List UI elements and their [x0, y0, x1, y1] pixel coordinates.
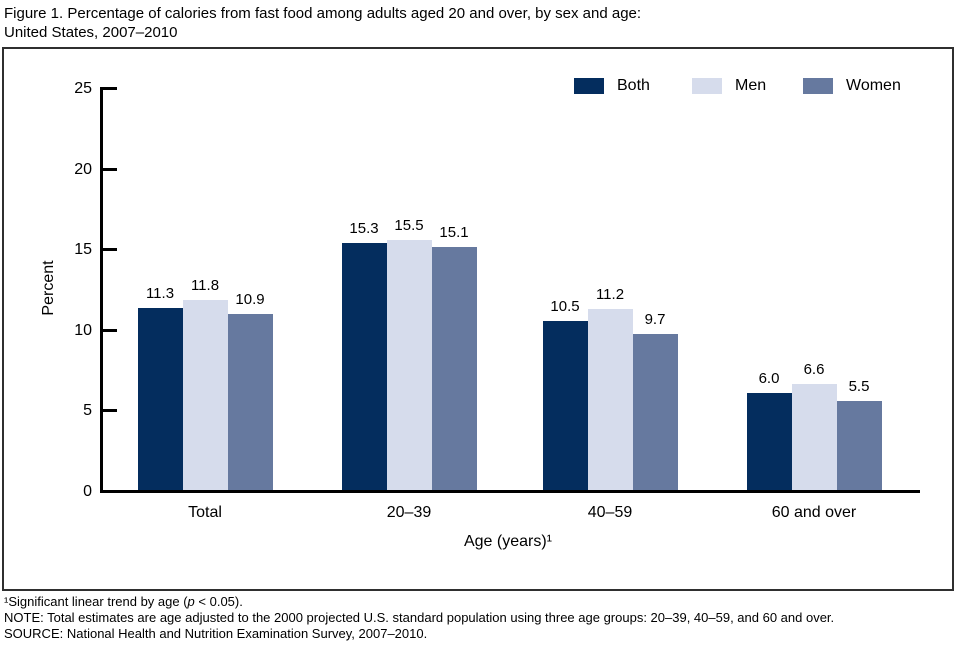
bar-value-label: 6.6 [803, 360, 825, 378]
bar-value-label: 10.5 [550, 297, 580, 315]
chart-area: Both Men Women Percent 0 5 10 15 20 25 11.3 11.… [2, 47, 954, 591]
legend-label-men: Men [735, 77, 767, 94]
bar-men-40-59 [587, 309, 633, 490]
bar-both-40-59 [542, 320, 588, 490]
category-label: 40–59 [587, 504, 633, 521]
y-axis-tick-label: 10 [74, 321, 92, 339]
category-label: 60 and over [771, 504, 857, 521]
bar-women-40-59 [632, 333, 678, 490]
figure-title-line1: Figure 1. Percentage of calories from fa… [4, 5, 642, 22]
x-axis-line [100, 490, 920, 493]
y-axis-tick-label: 5 [83, 402, 92, 420]
legend-swatch-women-icon [803, 78, 833, 94]
footnote-significance: ¹Significant linear trend by age (p < 0.… [4, 594, 243, 609]
legend-swatch-men-icon [692, 78, 722, 94]
footnotes: ¹Significant linear trend by age (p < 0.… [4, 594, 954, 642]
bar-men-total [182, 299, 228, 490]
footnote-note: NOTE: Total estimates are age adjusted t… [4, 610, 835, 625]
figure-title: Figure 1. Percentage of calories from fa… [4, 4, 954, 42]
legend-label-women: Women [846, 77, 901, 94]
bar-value-label: 9.7 [644, 310, 666, 328]
x-axis-title: Age (years)¹ [463, 533, 553, 550]
legend-label-both: Both [617, 77, 650, 94]
y-axis-tick-label: 20 [74, 160, 92, 178]
bar-men-20-39 [386, 240, 432, 490]
bar-value-label: 15.5 [394, 217, 424, 235]
bar-value-label: 10.9 [235, 291, 265, 309]
bar-both-20-39 [341, 243, 387, 490]
bar-women-60-and-over [836, 401, 882, 490]
bar-value-label: 15.3 [349, 220, 379, 238]
legend-item-women: Women [803, 77, 901, 95]
bar-men-60-and-over [791, 383, 837, 490]
y-axis-tick-label: 25 [74, 80, 92, 97]
legend-item-both: Both [574, 77, 650, 95]
y-axis-line [100, 87, 103, 493]
y-axis-tick [100, 167, 117, 171]
bar-value-label: 11.2 [595, 286, 625, 304]
footnote-source: SOURCE: National Health and Nutrition Ex… [4, 626, 428, 641]
bar-women-total [227, 314, 273, 490]
legend-swatch-both-icon [574, 78, 604, 94]
category-label: 20–39 [386, 504, 432, 521]
category-label: Total [188, 504, 222, 521]
y-axis-tick [100, 87, 117, 90]
bar-value-label: 11.3 [145, 284, 175, 302]
bar-value-label: 6.0 [758, 370, 780, 388]
bar-value-label: 5.5 [848, 378, 870, 396]
bar-both-60-and-over [746, 393, 792, 490]
figure-title-line2: United States, 2007–2010 [4, 24, 178, 41]
bar-both-total [137, 307, 183, 490]
y-axis-tick-label: 0 [83, 483, 92, 500]
bar-women-20-39 [431, 246, 477, 490]
bar-value-label: 11.8 [190, 276, 220, 294]
y-axis-tick [100, 248, 117, 252]
y-axis-tick [100, 409, 117, 413]
y-axis-tick [100, 328, 117, 332]
legend-item-men: Men [692, 77, 766, 95]
bar-value-label: 15.1 [439, 223, 469, 241]
y-axis-tick-label: 15 [74, 241, 92, 259]
